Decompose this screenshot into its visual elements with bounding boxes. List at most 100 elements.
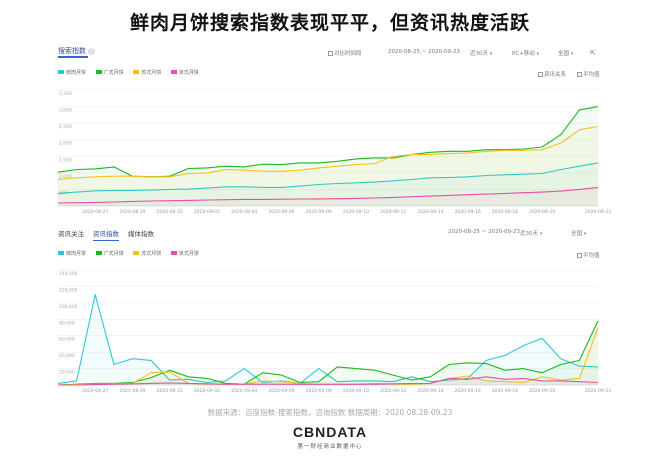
- panel-title-label: 搜索指数: [58, 47, 86, 55]
- legend-label: 苏式月饼: [141, 70, 162, 76]
- x-tick-label: 2020-09-18: [492, 388, 518, 394]
- data-source-note: 数据来源：百度指数-搜索指数，咨询指数 数据周期：2020.08.28-09.2…: [207, 408, 453, 417]
- series-area: [58, 187, 598, 206]
- chevron-down-icon: ▾: [489, 51, 493, 57]
- average-label: 平均值: [583, 253, 600, 259]
- y-tick-label: 40,000: [59, 353, 75, 359]
- average-label: 平均值: [583, 72, 600, 78]
- average-checkbox[interactable]: 平均值: [577, 70, 600, 78]
- x-tick-label: 2020-08-27: [82, 388, 108, 394]
- legend-item[interactable]: 苏式月饼: [133, 251, 161, 257]
- x-tick-label: 2020-09-10: [343, 388, 369, 394]
- page-title: 鲜肉月饼搜索指数表现平平，但资讯热度活跃: [129, 12, 530, 34]
- tab-news-attention[interactable]: 资讯关注: [58, 230, 84, 238]
- legend-item[interactable]: 苏式月饼: [133, 70, 161, 76]
- date-range-picker[interactable]: 2020-08-25 ~ 2020-09-23: [448, 229, 520, 235]
- series-line[interactable]: [57, 162, 599, 194]
- region-select[interactable]: 全国 ▾: [558, 49, 573, 57]
- tab-news-index[interactable]: 资讯指数: [93, 230, 119, 241]
- region-label: 全国: [558, 51, 570, 57]
- chevron-down-icon: ▾: [583, 231, 587, 237]
- y-tick-label: 20,000: [59, 370, 75, 376]
- x-tick-label: 2020-08-29: [119, 388, 145, 394]
- x-tick-label: 2020-09-02: [194, 209, 220, 215]
- panel-title: 搜索指数?: [58, 46, 95, 56]
- legend-swatch: [170, 70, 177, 74]
- y-tick-label: 120,000: [59, 287, 78, 293]
- region-label: 全国: [571, 231, 583, 237]
- series-area: [58, 126, 598, 206]
- tab-media-index[interactable]: 媒体指数: [128, 230, 154, 238]
- y-tick-label: 60,000: [59, 337, 75, 343]
- legend-label: 鲜肉月饼: [66, 70, 87, 76]
- x-tick-label: 2020-09-08: [306, 209, 332, 215]
- x-tick-label: 2020-09-23: [585, 388, 611, 394]
- legend-item[interactable]: 广式月饼: [95, 70, 124, 76]
- x-tick-label: 2020-09-23: [585, 209, 611, 215]
- y-tick-label: 140,000: [59, 271, 78, 277]
- period-label: 近30天: [470, 51, 488, 57]
- legend-label: 鲜肉月饼: [66, 251, 87, 257]
- legend-swatch: [133, 251, 140, 255]
- device-select[interactable]: PC+移动 ▾: [512, 49, 539, 57]
- chevron-down-icon: ▾: [539, 231, 543, 237]
- legend-label: 广式月饼: [103, 70, 124, 76]
- x-tick-label: 2020-08-31: [157, 209, 183, 215]
- x-tick-label: 2020-09-10: [343, 209, 369, 215]
- device-label: PC+移动: [512, 51, 535, 57]
- series-line[interactable]: [57, 320, 599, 386]
- legend-label: 京式月饼: [178, 251, 199, 257]
- legend-swatch: [170, 251, 177, 255]
- series-line[interactable]: [57, 186, 599, 204]
- x-tick-label: 2020-09-04: [231, 209, 257, 215]
- series-area: [58, 376, 598, 385]
- export-icon[interactable]: ⇱: [590, 49, 596, 57]
- legend: 鲜肉月饼 广式月饼 苏式月饼 京式月饼: [58, 250, 207, 257]
- y-tick-label: 2,000: [59, 141, 72, 147]
- period-select[interactable]: 近30天 ▾: [470, 49, 492, 57]
- legend-item[interactable]: 京式月饼: [170, 251, 199, 257]
- news-index-chart: 140,000 120,000 100,000 80,000 60,000 40,000 2…: [57, 269, 611, 394]
- panel-title-underline: [58, 56, 88, 58]
- x-tick-label: 2020-09-12: [380, 388, 406, 394]
- y-tick-label: 3,000: [59, 108, 72, 114]
- search-index-panel: 搜索指数? 对比时间段 2020-08-25 ~ 2020-09-23 近30天…: [50, 40, 611, 216]
- help-icon[interactable]: ?: [88, 48, 95, 55]
- average-checkbox[interactable]: 平均值: [577, 251, 600, 259]
- series-line[interactable]: [57, 294, 599, 384]
- legend-item[interactable]: 广式月饼: [95, 251, 124, 257]
- legend-label: 广式月饼: [103, 251, 124, 257]
- x-tick-label: 2020-09-04: [231, 388, 257, 394]
- legend-item[interactable]: 鲜肉月饼: [58, 251, 86, 257]
- region-select[interactable]: 全国 ▾: [571, 229, 586, 237]
- period-select[interactable]: 近30天 ▾: [520, 229, 542, 237]
- x-tick-label: 2020-09-16: [455, 388, 481, 394]
- x-tick-label: 2020-09-18: [492, 209, 518, 215]
- checkbox-icon: [577, 72, 582, 77]
- news-relation-checkbox[interactable]: 资讯关系: [538, 70, 566, 78]
- legend-swatch: [58, 70, 64, 74]
- x-tick-label: 2020-08-29: [119, 209, 145, 215]
- compare-checkbox[interactable]: 对比时间段: [328, 49, 362, 57]
- legend: 鲜肉月饼 广式月饼 苏式月饼 京式月饼: [58, 69, 207, 76]
- y-tick-label: 1,500: [59, 157, 72, 163]
- legend-label: 京式月饼: [178, 70, 199, 76]
- checkbox-icon: [328, 51, 333, 56]
- chevron-down-icon: ▾: [570, 51, 574, 57]
- x-tick-label: 2020-09-14: [417, 209, 443, 215]
- legend-item[interactable]: 鲜肉月饼: [58, 70, 86, 76]
- legend-item[interactable]: 京式月饼: [170, 70, 199, 76]
- x-tick-label: 2020-08-27: [82, 209, 108, 215]
- series-line[interactable]: [58, 376, 599, 386]
- series-line[interactable]: [57, 125, 599, 181]
- x-tick-label: 2020-09-14: [417, 388, 443, 394]
- series-area: [58, 106, 598, 206]
- legend-swatch: [58, 251, 64, 255]
- x-tick-label: 2020-09-06: [268, 388, 294, 394]
- legend-swatch: [95, 251, 102, 255]
- date-range-label: 2020-08-25 ~ 2020-09-23: [388, 49, 461, 55]
- checkbox-icon: [538, 72, 543, 77]
- date-range-picker[interactable]: 2020-08-25 ~ 2020-09-23: [388, 49, 460, 55]
- y-tick-label: 3,500: [59, 91, 72, 97]
- brand-logo-subtitle: 第一财经商业数据中心: [297, 444, 363, 450]
